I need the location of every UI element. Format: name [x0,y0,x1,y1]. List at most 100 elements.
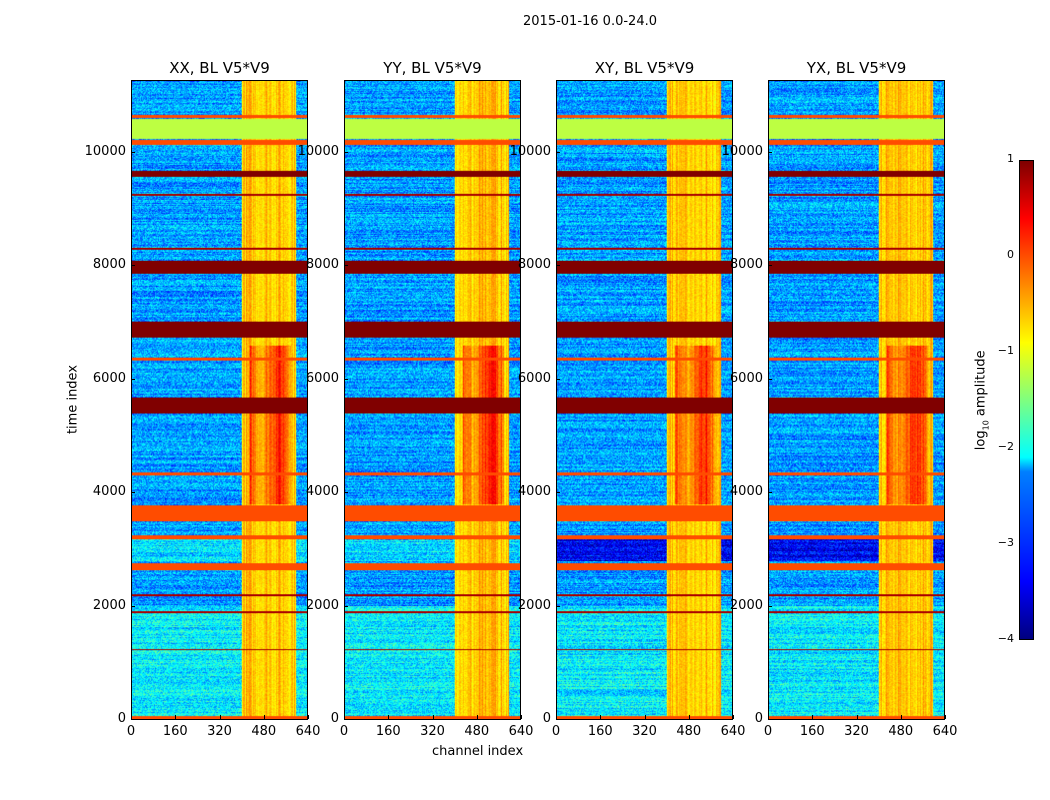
x-tick-mark [812,715,814,719]
x-tick-label: 320 [207,724,232,739]
x-tick-label: 480 [251,724,277,739]
panel-title: YY, BL V5*V9 [383,59,482,77]
x-tick-label: 320 [420,724,445,739]
x-tick-label: 160 [375,724,401,739]
y-tick-label: 4000 [517,484,551,500]
x-tick-mark [945,715,946,719]
y-tick-mark [556,378,560,380]
y-tick-mark [131,719,135,720]
y-tick-mark [556,152,560,153]
heatmap-image [769,81,944,719]
x-tick-mark [131,715,132,719]
y-tick-label: 0 [542,711,551,726]
y-tick-mark [344,378,348,380]
x-tick-label: 320 [844,724,869,739]
x-tick-label: 640 [932,724,958,739]
x-tick-mark [308,715,309,719]
y-tick-mark [131,265,135,267]
y-tick-label: 2000 [517,597,551,613]
colorbar-tick-label: −2 [997,440,1014,453]
x-tick-mark [175,715,177,719]
x-tick-label: 480 [888,724,914,739]
heatmap-image [345,81,520,719]
y-tick-label: 6000 [729,370,763,386]
y-tick-mark [344,265,348,267]
y-tick-mark [768,378,772,380]
heatmap-panel-0 [131,80,308,720]
colorbar-tick-label: −4 [997,632,1014,645]
y-tick-label: 0 [754,711,763,726]
x-tick-label: 0 [339,724,349,739]
y-tick-mark [768,492,772,494]
y-tick-label: 10000 [297,144,339,159]
y-tick-mark [344,605,348,607]
y-tick-mark [131,152,135,153]
y-tick-mark [768,152,772,153]
x-tick-label: 0 [551,724,561,739]
figure-title: 2015-01-16 0.0-24.0 [523,14,657,29]
heatmap-image [132,81,307,719]
x-tick-mark [556,715,557,719]
x-tick-label: 480 [676,724,702,739]
x-tick-mark [263,715,265,719]
x-tick-mark [521,715,522,719]
y-tick-mark [556,492,560,494]
x-tick-mark [344,715,345,719]
x-tick-label: 640 [508,724,534,739]
y-tick-label: 0 [330,711,339,726]
y-tick-label: 8000 [729,257,763,273]
x-tick-label: 160 [799,724,825,739]
y-tick-label: 8000 [305,257,339,273]
x-tick-label: 0 [763,724,773,739]
heatmap-image [557,81,732,719]
colorbar-tick-label: 1 [1007,152,1014,165]
x-tick-label: 160 [587,724,613,739]
y-tick-label: 2000 [729,597,763,613]
y-tick-label: 4000 [305,484,339,500]
heatmap-panel-1 [344,80,521,720]
colorbar [1019,160,1034,640]
y-tick-mark [131,605,135,607]
y-tick-label: 10000 [509,144,551,159]
x-tick-mark [900,715,902,719]
x-tick-label: 320 [632,724,657,739]
y-tick-label: 6000 [92,370,126,386]
y-tick-label: 2000 [92,597,126,613]
y-tick-label: 6000 [517,370,551,386]
panel-title: XX, BL V5*V9 [169,59,270,77]
x-tick-mark [688,715,690,719]
y-tick-mark [344,492,348,494]
x-tick-mark [388,715,390,719]
x-tick-label: 0 [126,724,136,739]
x-tick-mark [219,715,221,719]
y-tick-mark [131,492,135,494]
x-tick-mark [768,715,769,719]
y-tick-label: 0 [117,711,126,726]
colorbar-label: log10 amplitude [973,350,991,451]
y-tick-mark [344,152,348,153]
x-tick-mark [644,715,646,719]
heatmap-panel-2 [556,80,733,720]
y-tick-label: 4000 [92,484,126,500]
x-tick-mark [476,715,478,719]
colorbar-tick-label: −3 [997,536,1014,549]
x-tick-label: 160 [162,724,188,739]
x-tick-mark [432,715,434,719]
x-tick-label: 640 [720,724,746,739]
y-tick-mark [556,265,560,267]
heatmap-panel-3 [768,80,945,720]
y-tick-mark [556,605,560,607]
panel-title: YX, BL V5*V9 [806,59,907,77]
x-axis-label: channel index [432,744,524,759]
y-tick-label: 10000 [721,144,763,159]
colorbar-tick-label: −1 [997,344,1014,357]
x-tick-mark [733,715,734,719]
y-tick-mark [131,378,135,380]
x-tick-label: 640 [295,724,321,739]
y-tick-label: 8000 [517,257,551,273]
y-tick-mark [768,265,772,267]
x-tick-mark [856,715,858,719]
y-tick-mark [344,719,348,720]
y-tick-label: 10000 [84,144,126,159]
panel-title: XY, BL V5*V9 [594,59,695,77]
